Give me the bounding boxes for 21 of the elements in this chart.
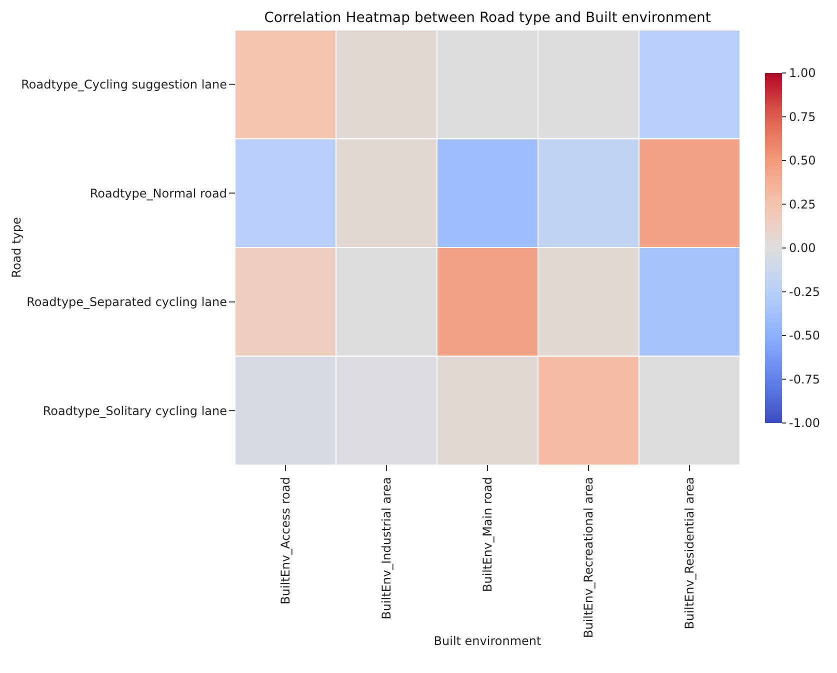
x-tick-label: BuiltEnv_Industrial area (380, 477, 394, 620)
x-tick-label: BuiltEnv_Residential area (682, 477, 696, 630)
x-tick-label: BuiltEnv_Main road (480, 477, 494, 592)
chart-title: Correlation Heatmap between Road type and Built environment (263, 10, 712, 26)
y-tick-label: Roadtype_Normal road (90, 186, 227, 200)
y-tick-label: Roadtype_Cycling suggestion lane (21, 78, 227, 92)
color-bar-label: 0.25 (789, 197, 816, 212)
color-bar-label: -0.50 (789, 328, 820, 342)
x-axis-title: Built environment (434, 634, 542, 648)
y-tick-label: Roadtype_Solitary cycling lane (42, 404, 227, 418)
x-tick-label: BuiltEnv_Recreational area (582, 477, 596, 638)
color-bar-label: -1.00 (789, 416, 820, 430)
x-tick-label: BuiltEnv_Access road (278, 477, 292, 604)
color-bar-label: -0.75 (789, 372, 820, 386)
y-tick-label: Roadtype_Separated cycling lane (26, 295, 227, 310)
y-axis-title: Road type (9, 217, 24, 278)
color-bar-label: 0.00 (789, 241, 816, 255)
color-bar-label: 1.00 (789, 66, 816, 80)
color-bar-label: -0.25 (789, 284, 820, 299)
color-bar-label: 0.50 (789, 154, 816, 168)
color-bar-label: 0.75 (789, 110, 816, 124)
